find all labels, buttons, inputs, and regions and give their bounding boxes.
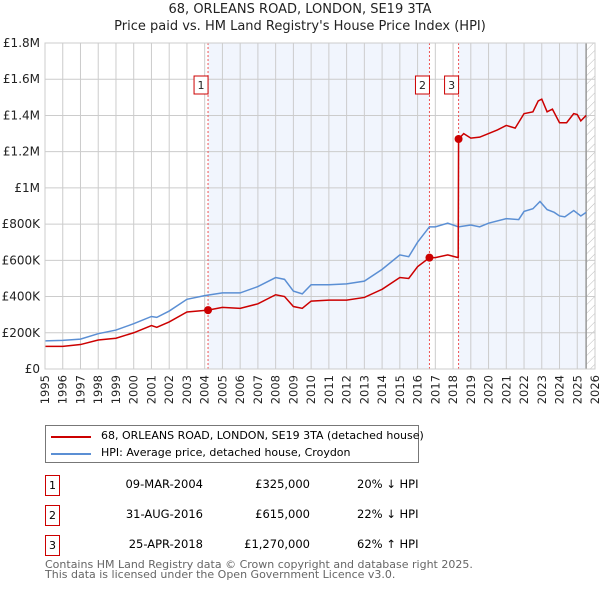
x-tick-label: 2011 [322, 375, 336, 404]
hpi-line [44, 200, 587, 342]
legend: 68, ORLEANS ROAD, LONDON, SE19 3TA (deta… [45, 425, 424, 463]
sale-point [425, 253, 434, 262]
sale-label: 2 [419, 79, 426, 92]
x-tick-label: 2014 [375, 375, 389, 404]
x-tick-label: 2008 [269, 375, 283, 404]
sale-badge: 3 [45, 535, 60, 556]
footer-copyright: Contains HM Land Registry data © Crown c… [45, 558, 473, 571]
sale-label: 3 [448, 79, 455, 92]
plot-border [44, 42, 596, 370]
sale-row: 2 31-AUG-2016 £615,000 22% ↓ HPI [45, 505, 465, 527]
x-tick-label: 2018 [446, 375, 460, 404]
sale-date: 25-APR-2018 [128, 537, 203, 551]
sale-hpi-diff: 20% ↓ HPI [357, 477, 419, 491]
sale-label: 1 [198, 79, 205, 92]
x-tick-label: 2024 [553, 375, 567, 404]
y-tick-label: £800K [2, 217, 42, 231]
sale-hpi-diff: 62% ↑ HPI [357, 537, 419, 551]
chart-subtitle: Price paid vs. HM Land Registry's House … [114, 19, 486, 34]
y-tick-label: £1.2M [3, 145, 40, 159]
legend-swatch-blue [51, 453, 91, 455]
x-tick-label: 2021 [499, 375, 513, 404]
sale-date: 31-AUG-2016 [125, 507, 203, 521]
chart-plot: 1995 1996 1997 1998 1999 2000 2001 2002 2003 2004… [2, 36, 600, 404]
legend-label: 68, ORLEANS ROAD, LONDON, SE19 3TA (deta… [101, 429, 424, 442]
x-tick-label: 1998 [91, 375, 105, 404]
x-tick-label: 2019 [464, 375, 478, 404]
x-tick-label: 2023 [535, 375, 549, 404]
x-tick-label: 2000 [127, 375, 141, 404]
x-tick-label: 2006 [233, 375, 247, 404]
sale-badge: 2 [45, 505, 60, 526]
sale-label-box [444, 75, 460, 95]
forecast-hatch [586, 43, 595, 369]
property-price-line [45, 98, 587, 348]
sale-label-box [414, 75, 430, 95]
y-tick-label: £400K [2, 290, 42, 304]
sale-hpi-diff: 22% ↓ HPI [357, 507, 419, 521]
sale-price: £1,270,000 [244, 537, 310, 551]
legend-swatch-red [51, 436, 91, 438]
x-tick-label: 2010 [304, 375, 318, 404]
y-tick-label: £1M [14, 181, 40, 195]
footer: Contains HM Land Registry data © Crown c… [45, 558, 473, 581]
x-tick-label: 2020 [482, 375, 496, 404]
y-tick-label: £200K [2, 326, 42, 340]
x-tick-label: 2015 [393, 375, 407, 404]
sale-badge: 1 [45, 475, 60, 496]
x-tick-label: 2012 [340, 375, 354, 404]
x-tick-label: 2005 [215, 375, 229, 404]
x-tick-label: 1999 [109, 375, 123, 404]
footer-licence: This data is licensed under the Open Gov… [45, 568, 396, 581]
x-tick-label: 2001 [144, 375, 158, 404]
shaded-range [208, 43, 430, 369]
x-tick-label: 1996 [56, 375, 70, 404]
y-tick-label: £600K [2, 253, 42, 267]
x-tick-label: 2009 [286, 375, 300, 404]
x-tick-label: 2002 [162, 375, 176, 404]
sale-point [204, 306, 213, 315]
x-tick-label: 2025 [570, 375, 584, 404]
x-tick-label: 2007 [251, 375, 265, 404]
y-tick-label: £0 [25, 362, 40, 376]
x-tick-label: 2017 [428, 375, 442, 404]
x-tick-label: 2026 [588, 375, 600, 404]
chart-title: 68, ORLEANS ROAD, LONDON, SE19 3TA [168, 2, 432, 17]
sale-row: 3 25-APR-2018 £1,270,000 62% ↑ HPI [45, 535, 465, 557]
y-tick-label: £1.6M [3, 72, 40, 86]
x-tick-label: 2013 [357, 375, 371, 404]
x-tick-label: 2004 [198, 375, 212, 404]
y-tick-label: £1.8M [3, 36, 40, 50]
sale-price: £325,000 [255, 477, 310, 491]
x-tick-label: 1995 [38, 375, 52, 404]
shaded-range [458, 43, 587, 369]
sale-point [454, 134, 463, 143]
legend-label: HPI: Average price, detached house, Croy… [101, 446, 351, 459]
y-tick-label: £1.4M [3, 108, 40, 122]
x-tick-label: 2022 [517, 375, 531, 404]
sale-date: 09-MAR-2004 [125, 477, 203, 491]
sale-label-box [193, 75, 209, 95]
x-tick-label: 2016 [411, 375, 425, 404]
x-tick-label: 1997 [73, 375, 87, 404]
x-tick-label: 2003 [180, 375, 194, 404]
sale-price: £615,000 [255, 507, 310, 521]
sale-row: 1 09-MAR-2004 £325,000 20% ↓ HPI [45, 475, 465, 497]
